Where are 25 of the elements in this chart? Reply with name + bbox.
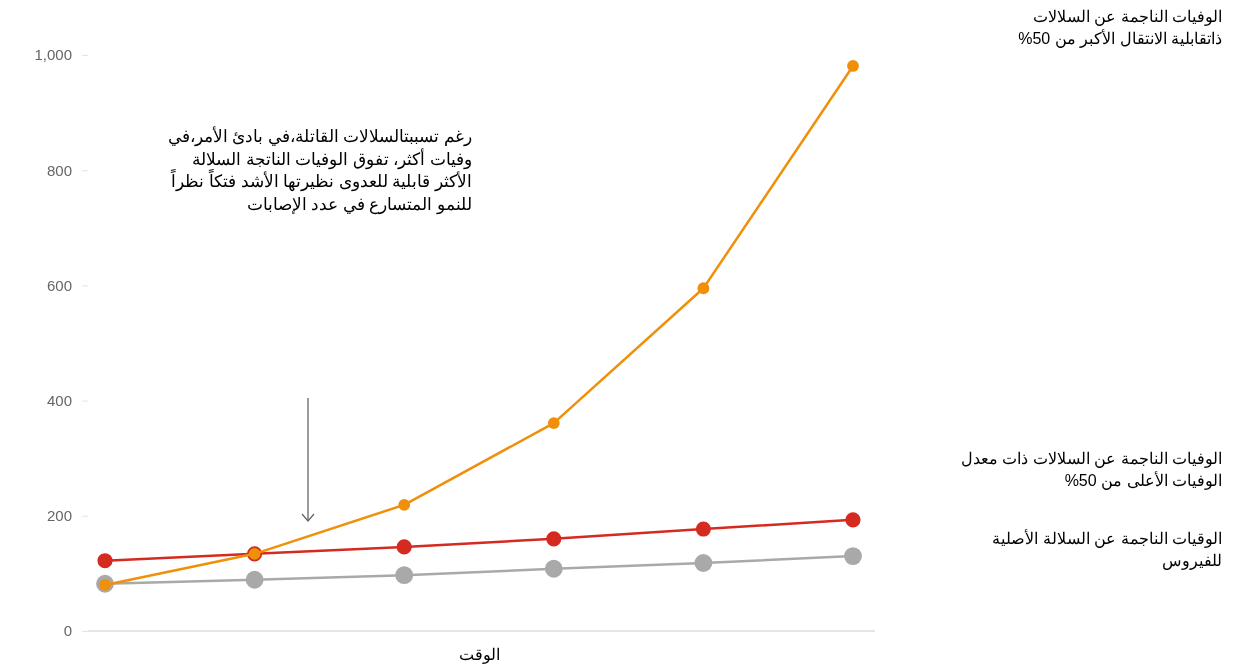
point <box>547 417 560 429</box>
text: الوفيات الناجمة عن السلالات ذات معدل الوفيات الأعلى من 50% <box>959 449 1222 492</box>
point <box>546 531 562 547</box>
point <box>396 539 412 555</box>
x-axis-title: الوقت <box>458 646 500 664</box>
point <box>695 521 711 537</box>
point <box>395 566 414 585</box>
point <box>245 570 264 589</box>
point <box>544 559 563 578</box>
y-tick-label: 600 <box>46 276 72 294</box>
text: الوقيات الناجمة عن السلالة الأصلية للفيروس <box>992 528 1222 572</box>
annotation: رغم تسببتالسلالات القاتلة،في بادئ الأمر،في وفيات أكثر، تفوق الوفيات الناتجة السلالة الأكثر قابلية للعدوى نظيرتها الأشد فتكاً نظراً للنمو المتسارع في عدد الإصابات <box>166 125 472 215</box>
point <box>844 547 862 566</box>
y-tick-label: 800 <box>46 161 72 179</box>
point <box>97 553 113 569</box>
point <box>847 60 859 72</box>
y-tick-label: 200 <box>46 507 72 525</box>
y-tick-label: 0 <box>63 622 72 640</box>
y-tick-label: 1,000 <box>34 46 72 64</box>
point <box>694 554 713 572</box>
point <box>398 498 411 511</box>
y-tick-label: 400 <box>46 391 72 409</box>
point <box>697 282 710 295</box>
text: الوفيات الناجمة عن السلالات ذاتقابلية الانتقال الأكبر من 50% <box>1017 7 1222 50</box>
point <box>845 512 861 528</box>
